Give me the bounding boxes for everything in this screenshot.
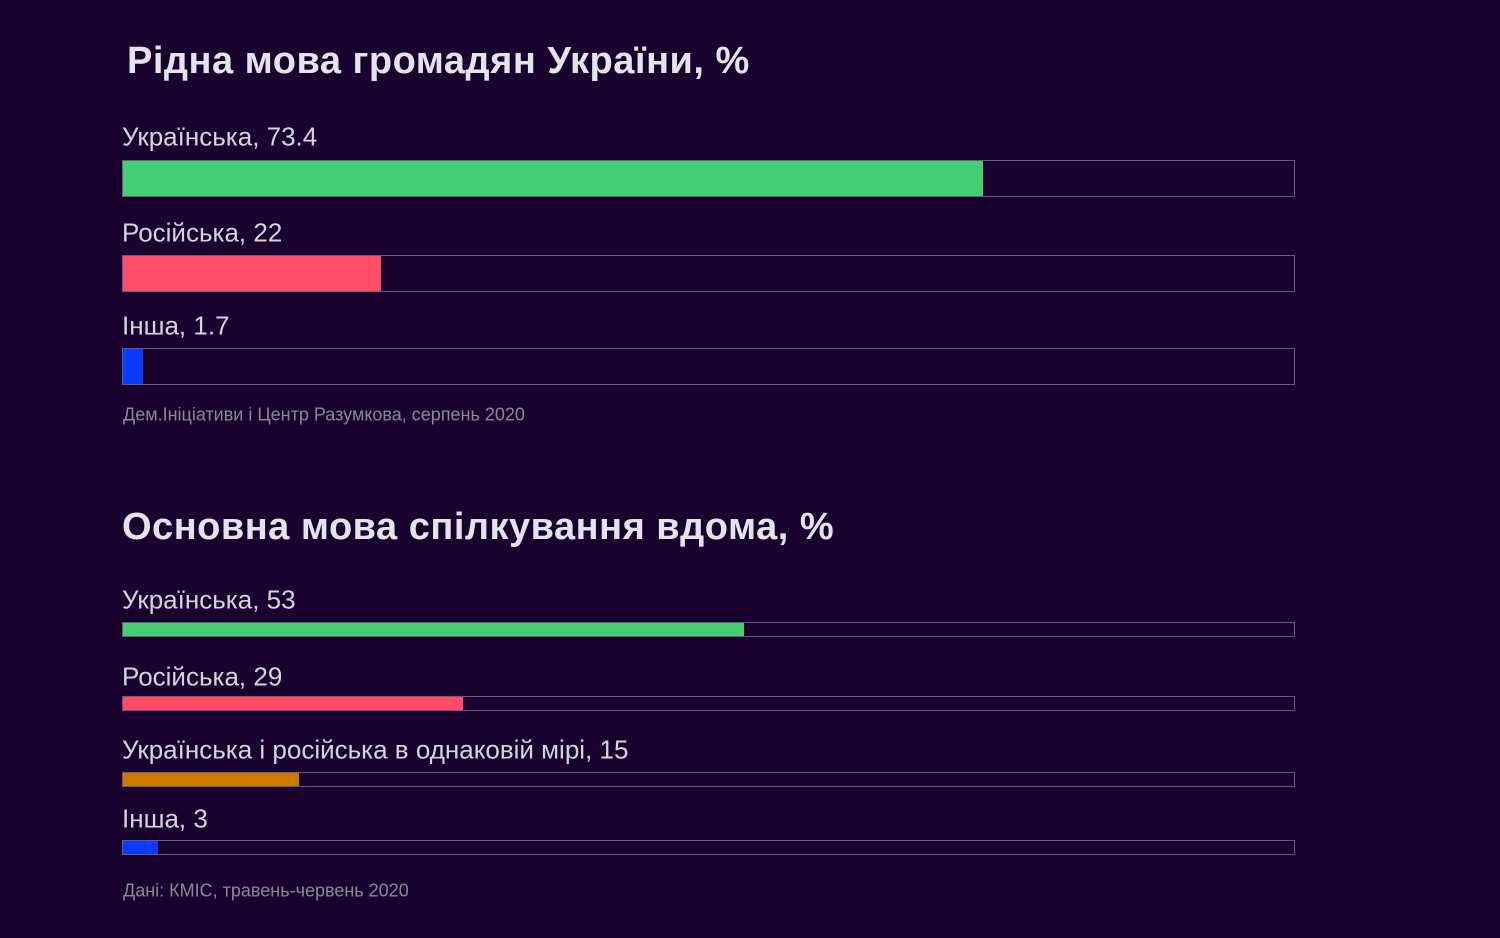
bar-label: Українська, 73.4	[122, 121, 318, 152]
category-label: Українська	[122, 584, 253, 615]
chart-title: Основна мова спілкування вдома, %	[122, 506, 835, 548]
category-label: Українська і російська в однаковій мірі	[122, 734, 586, 765]
bar	[123, 349, 143, 384]
bar-label: Російська, 22	[122, 217, 283, 248]
bar-track	[122, 696, 1295, 711]
bar	[123, 623, 744, 636]
value-label: 3	[193, 803, 208, 834]
bar	[123, 256, 381, 291]
category-label: Російська	[122, 661, 239, 692]
bar-label: Інша, 3	[122, 803, 208, 834]
bar-track	[122, 772, 1295, 787]
bar-label: Українська і російська в однаковій мірі,…	[122, 734, 629, 765]
bar	[123, 161, 983, 196]
value-label: 15	[599, 734, 629, 765]
bar-track	[122, 348, 1295, 385]
bar-track	[122, 160, 1295, 197]
chart-title: Рідна мова громадян України, %	[127, 40, 750, 82]
value-label: 53	[266, 584, 296, 615]
bar	[123, 773, 299, 786]
bar-track	[122, 255, 1295, 292]
value-label: 73.4	[266, 121, 318, 152]
bar-track	[122, 840, 1295, 855]
category-label: Російська	[122, 217, 239, 248]
category-label: Українська	[122, 121, 253, 152]
chart-source: Дем.Ініціативи і Центр Разумкова, серпен…	[123, 404, 525, 425]
category-label: Інша	[122, 310, 179, 341]
bar	[123, 697, 463, 710]
bar-label: Українська, 53	[122, 584, 296, 615]
value-label: 22	[253, 217, 283, 248]
bar-label: Російська, 29	[122, 661, 283, 692]
bar-track	[122, 622, 1295, 637]
category-label: Інша	[122, 803, 179, 834]
bar	[123, 841, 159, 854]
value-label: 1.7	[193, 310, 230, 341]
chart-source: Дані: КМІС, травень-червень 2020	[123, 880, 409, 901]
bar-label: Інша, 1.7	[122, 310, 230, 341]
value-label: 29	[253, 661, 283, 692]
